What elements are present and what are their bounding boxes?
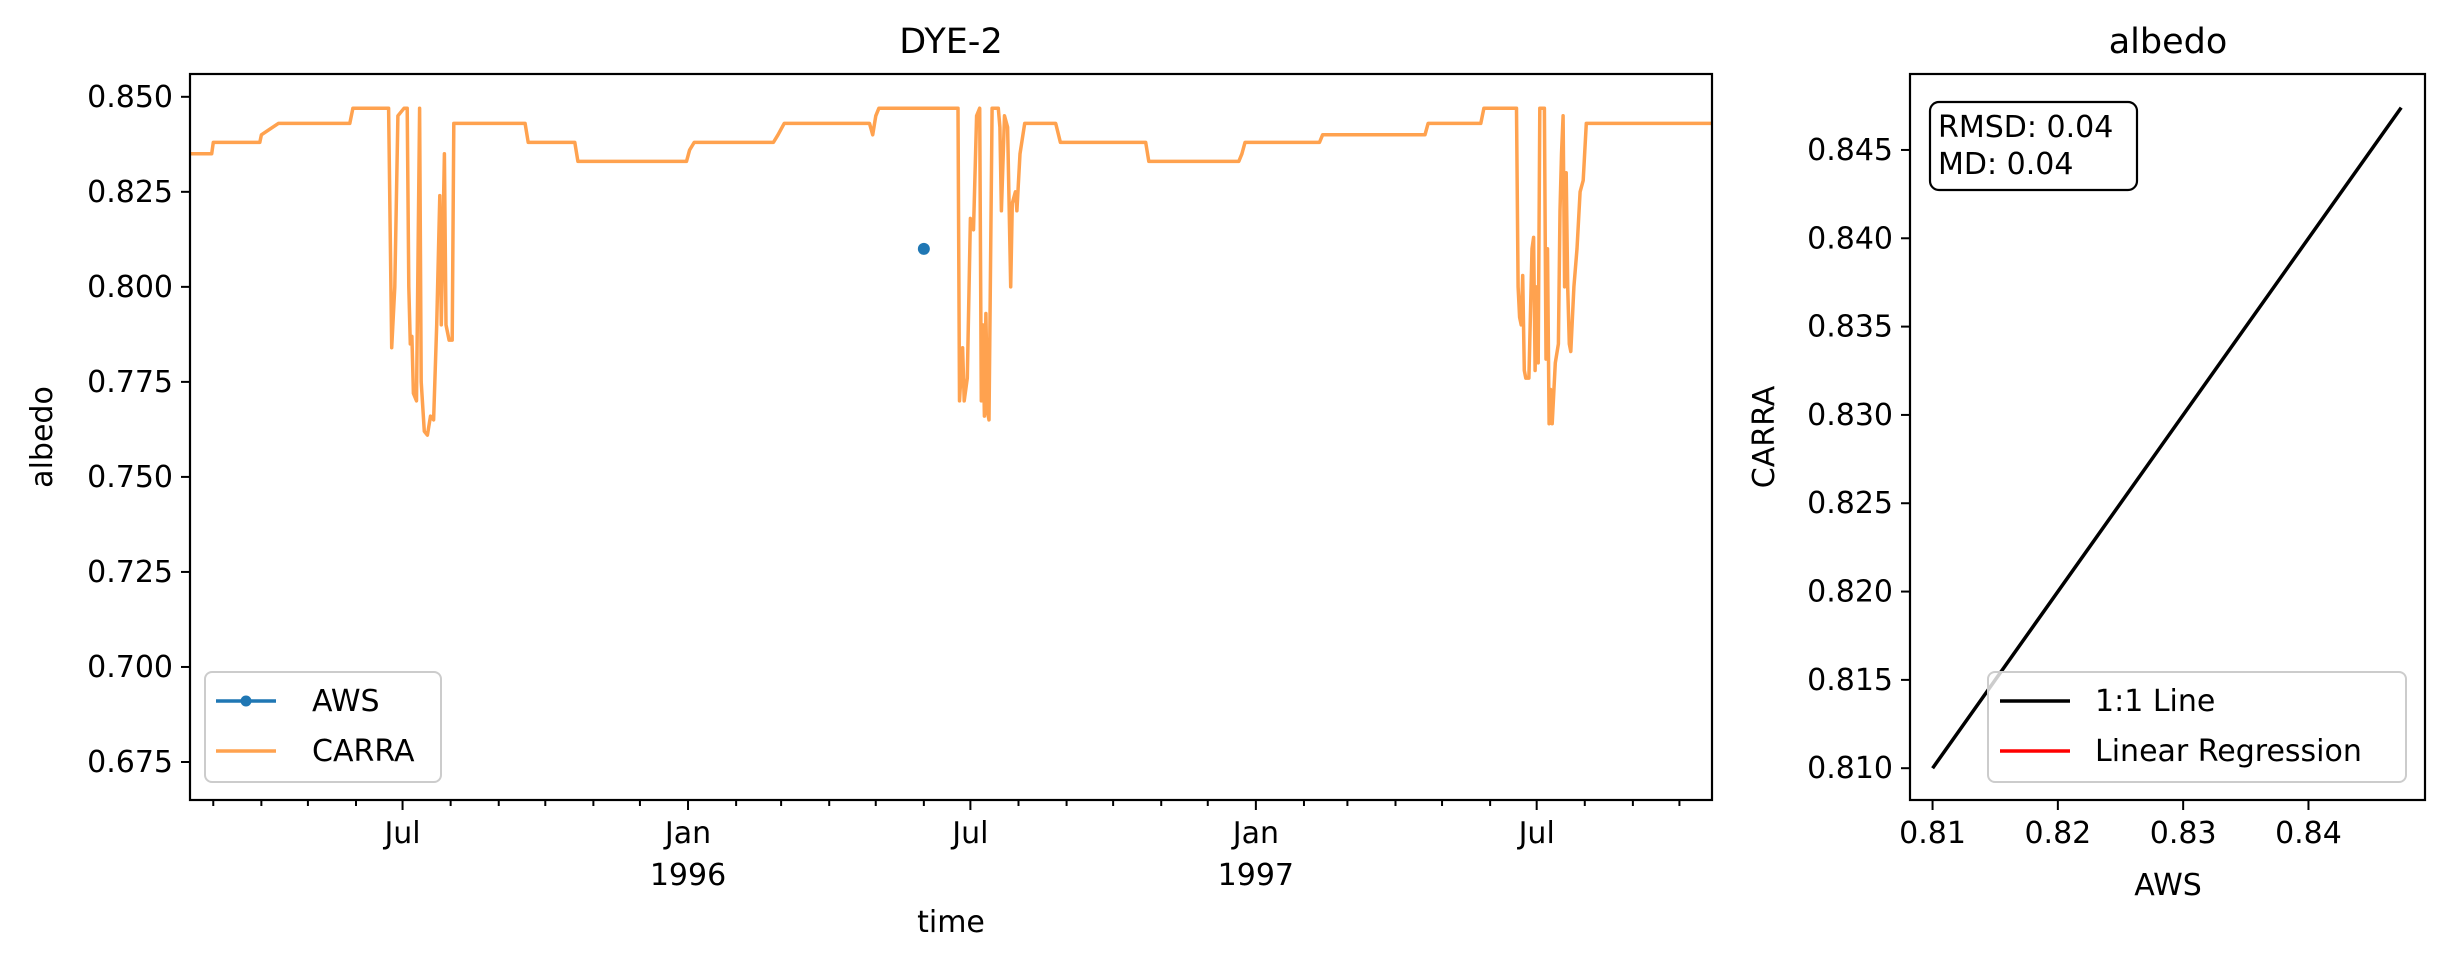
timeseries-legend: AWS CARRA xyxy=(204,671,442,783)
legend-aws-label: AWS xyxy=(312,684,380,719)
y-tick-label: 0.800 xyxy=(87,270,173,305)
timeseries-x-axis-title: time xyxy=(917,905,985,940)
y-tick-label: 0.750 xyxy=(87,460,173,495)
legend-carra-label: CARRA xyxy=(312,734,415,769)
y-tick-label: 0.825 xyxy=(1807,486,1893,521)
y-tick-label: 0.850 xyxy=(87,80,173,115)
y-tick-label: 0.725 xyxy=(87,555,173,590)
x-tick-year-label: 1996 xyxy=(650,858,726,893)
stats-md: MD: 0.04 xyxy=(1938,147,2073,182)
scatter-x-axis-title: AWS xyxy=(2134,868,2202,903)
x-tick-label: 0.81 xyxy=(1899,816,1966,851)
aws-data-point xyxy=(917,242,930,255)
timeseries-plot-area xyxy=(190,106,1712,437)
scatter-x-axis: 0.81 0.82 0.83 0.84 xyxy=(1899,800,2342,851)
y-tick-label: 0.830 xyxy=(1807,398,1893,433)
stats-annotation: RMSD: 0.04 MD: 0.04 xyxy=(1928,100,2139,192)
x-tick-label: Jul xyxy=(382,816,420,851)
x-tick-label: Jan xyxy=(1231,816,1279,851)
y-tick-label: 0.815 xyxy=(1807,663,1893,698)
x-tick-label: 0.82 xyxy=(2024,816,2091,851)
scatter-y-axis-title: CARRA xyxy=(1747,385,1782,488)
y-tick-label: 0.835 xyxy=(1807,310,1893,345)
scatter-legend-box xyxy=(1987,671,2407,783)
timeseries-frame xyxy=(188,72,1714,802)
x-tick-year-label: 1997 xyxy=(1218,858,1294,893)
y-tick-label: 0.775 xyxy=(87,365,173,400)
scatter-frame xyxy=(1908,72,2427,802)
scatter-legend: 1:1 Line Linear Regression xyxy=(1987,671,2407,783)
timeseries-panel: DYE-2 0.675 0.700 0.725 0.750 0.775 0.800 0.82… xyxy=(25,22,1714,940)
legend-regression-label: Linear Regression xyxy=(2095,734,2362,769)
y-tick-label: 0.810 xyxy=(1807,751,1893,786)
y-tick-label: 0.820 xyxy=(1807,575,1893,610)
x-tick-label: Jul xyxy=(950,816,988,851)
y-tick-label: 0.840 xyxy=(1807,221,1893,256)
stats-box xyxy=(1928,100,2139,192)
y-tick-label: 0.675 xyxy=(87,745,173,780)
carra-series-line xyxy=(190,106,1712,437)
x-tick-label: 0.84 xyxy=(2275,816,2342,851)
x-tick-label: 0.83 xyxy=(2150,816,2217,851)
y-tick-label: 0.700 xyxy=(87,650,173,685)
timeseries-x-axis: Jul Jan 1996 Jul Jan 1997 Jul xyxy=(212,800,1681,893)
scatter-title: albedo xyxy=(2109,22,2228,62)
y-tick-label: 0.825 xyxy=(87,175,173,210)
x-tick-label: Jan xyxy=(663,816,711,851)
legend-one-to-one-label: 1:1 Line xyxy=(2095,684,2215,719)
timeseries-y-axis-title: albedo xyxy=(25,386,60,488)
timeseries-y-axis: 0.675 0.700 0.725 0.750 0.775 0.800 0.825 0.850 xyxy=(87,80,190,780)
scatter-plot-area xyxy=(1931,106,2403,770)
x-tick-label: Jul xyxy=(1517,816,1555,851)
scatter-panel: albedo 0.8100.8150.8200.8250.8300.8350.8… xyxy=(1747,22,2427,903)
scatter-y-axis: 0.810 0.815 0.820 0.825 0.830 0.835 0.840 0.845 xyxy=(1807,133,1910,786)
legend-aws-marker xyxy=(240,695,252,707)
stats-rmsd: RMSD: 0.04 xyxy=(1938,110,2113,145)
y-tick-label: 0.845 xyxy=(1807,133,1893,168)
one-to-one-line xyxy=(1931,106,2403,770)
timeseries-title: DYE-2 xyxy=(899,22,1002,62)
